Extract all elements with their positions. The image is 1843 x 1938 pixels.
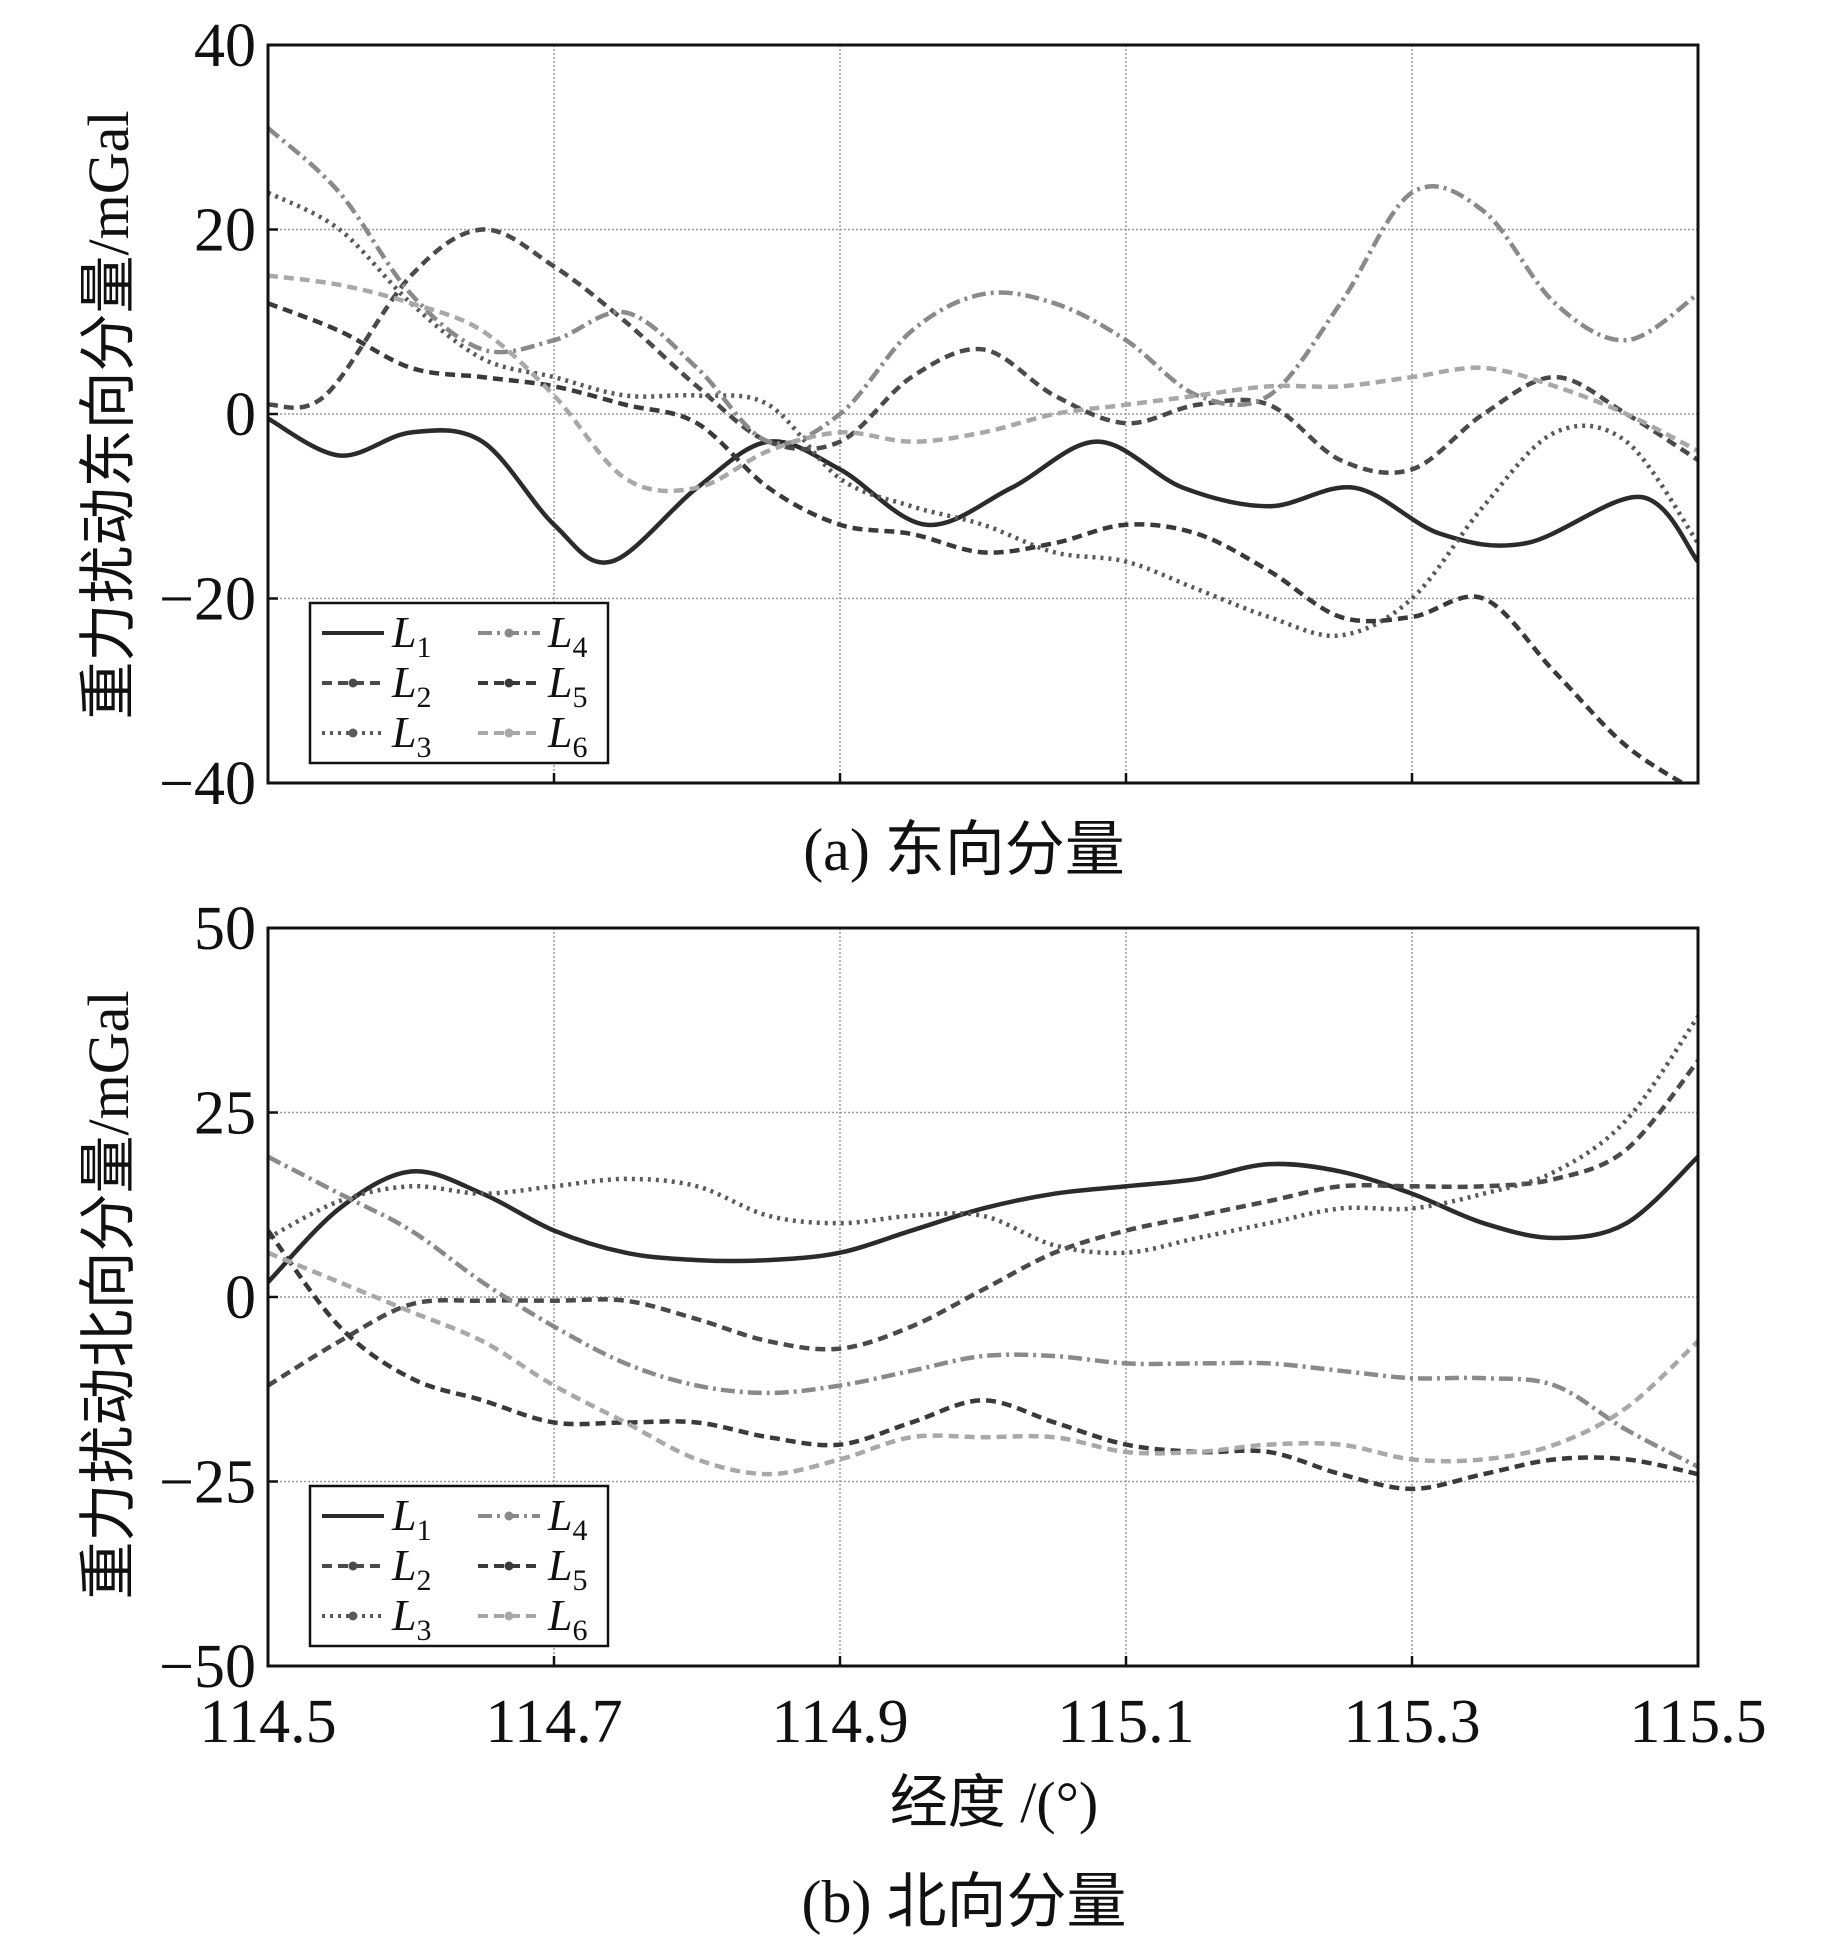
panel-b-legend-marker-L2 [348,1561,358,1571]
panel-a-legend-label-L5: L5 [547,658,587,714]
panel-b-y-tick-label: −25 [159,1449,256,1517]
panel-a-legend-marker-L2 [348,678,358,688]
panel-b-legend-label-L1: L1 [391,1491,431,1547]
panel-a-y-axis-label: 重力扰动东向分量/mGal [76,111,141,720]
panel-b-legend-marker-L5 [504,1561,514,1571]
panel-b-series-line-L6 [268,1250,1698,1477]
panel-b-y-axis-label: 重力扰动北向分量/mGal [76,991,141,1600]
panel-a-legend-marker-L4 [504,628,514,638]
panel-a-legend-label-L1: L1 [391,608,431,664]
panel-b-x-tick-label: 115.5 [1629,1688,1766,1756]
panel-a-legend-label-L6: L6 [547,708,587,764]
panel-a-series-line-L3 [268,190,1698,639]
panel-a-y-tick-label: 40 [194,12,256,80]
panel-a-series-line-L6 [268,273,1698,494]
panel-a-legend-label-L4: L4 [547,608,587,664]
panel-a-legend-label-L3: L3 [391,708,431,764]
panel-a-y-tick-label: 20 [194,197,256,265]
panel-b-x-tick-label: 114.7 [485,1688,622,1756]
panel-b-series-line-L4 [268,1154,1698,1469]
panel-a-series-line-L5 [268,301,1687,783]
panel-a-east-component: 重力扰动东向分量/mGal (a) 东向分量 −40 −20 0 20 40 L1L2L3… [76,12,1700,883]
panel-a-series-line-L2 [268,227,1698,476]
panel-b-legend-label-L2: L2 [391,1541,431,1597]
panel-b-x-tick-label: 114.9 [771,1688,908,1756]
panel-b-series-line-L2 [268,1059,1698,1388]
x-axis-label: 经度 /(°) [890,1770,1098,1835]
panel-b-north-component: 重力扰动北向分量/mGal (b) 北向分量 −50 −25 0 25 50 114.5 1… [76,895,1767,1935]
panel-a-y-tick-label: −40 [159,750,256,818]
panel-a-legend-marker-L5 [504,678,514,688]
panel-b-x-tick-label: 115.1 [1057,1688,1194,1756]
panel-a-caption: (a) 东向分量 [803,817,1125,883]
panel-a-legend-marker-L3 [348,728,358,738]
panel-b-legend-marker-L4 [504,1511,514,1521]
panel-b-y-tick-label: −50 [159,1633,256,1701]
panel-b-y-tick-label: 25 [194,1080,256,1148]
panel-b-series-line-L5 [268,1229,1698,1492]
panel-b-y-tick-label: 0 [225,1264,256,1332]
panel-b-legend-label-L6: L6 [547,1591,587,1647]
panel-b-y-tick-label: 50 [194,895,256,963]
panel-a-series-line-L4 [268,126,1698,446]
panel-b-caption: (b) 北向分量 [802,1869,1127,1935]
panel-b-legend-marker-L6 [504,1611,514,1621]
panel-b-x-tick-label: 114.5 [199,1688,336,1756]
panel-b-series-line-L1 [268,1155,1698,1284]
panel-a-legend-label-L2: L2 [391,658,431,714]
panel-a-y-tick-label: 0 [225,381,256,449]
panel-a-y-tick-label: −20 [159,566,256,634]
panel-b-legend-marker-L3 [348,1611,358,1621]
panel-a-series-line-L1 [268,416,1698,565]
panel-b-series-line-L3 [268,1015,1698,1256]
panel-b-x-tick-label: 115.3 [1343,1688,1480,1756]
panel-b-legend-label-L4: L4 [547,1491,587,1547]
panel-b-legend-label-L3: L3 [391,1591,431,1647]
panel-a-legend-marker-L6 [504,728,514,738]
panel-b-legend-label-L5: L5 [547,1541,587,1597]
